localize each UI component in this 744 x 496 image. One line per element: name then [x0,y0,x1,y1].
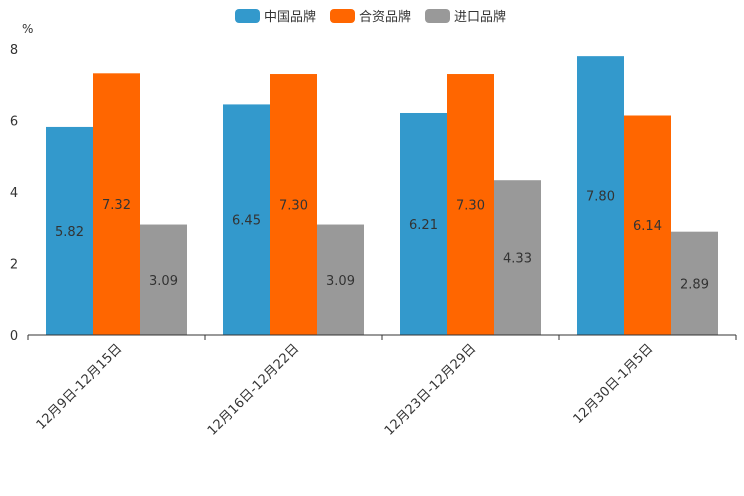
bar[interactable] [494,180,541,335]
bar[interactable] [400,112,447,336]
bar[interactable] [270,74,317,336]
x-category-label: 12月9日-12月15日 [34,341,126,433]
bar[interactable] [223,104,270,335]
data-label: 4.33 [503,252,532,267]
data-label: 6.21 [409,218,438,233]
legend-label[interactable]: 中国品牌 [264,9,316,25]
legend-swatch[interactable] [235,9,260,23]
x-category-label: 12月30日-1月5日 [571,341,657,427]
bar[interactable] [140,224,187,335]
y-tick-label: 8 [10,43,18,58]
legend-label[interactable]: 进口品牌 [454,9,506,25]
y-tick-label: 4 [10,186,18,201]
y-axis-unit: % [22,22,33,36]
bar[interactable] [317,224,364,335]
data-label: 7.80 [586,190,615,205]
bar[interactable] [46,126,93,335]
legend-swatch[interactable] [425,9,450,23]
bar[interactable] [93,73,140,335]
bars: 5.82 7.32 3.09 6.45 7.30 3.09 6.21 7.30 4.33 7.80… [46,56,718,336]
data-label: 6.14 [633,219,662,234]
data-label: 7.30 [279,199,308,214]
data-label: 5.82 [55,225,84,240]
bar[interactable] [671,231,718,335]
y-tick-label: 2 [10,258,18,273]
legend-label[interactable]: 合资品牌 [359,9,411,25]
y-tick-label: 0 [10,329,18,344]
data-label: 7.32 [102,198,131,213]
bar[interactable] [447,74,494,336]
legend-swatch[interactable] [330,9,355,23]
data-label: 6.45 [232,214,261,229]
y-tick-label: 6 [10,115,18,130]
data-label: 2.89 [680,277,709,292]
legend: 中国品牌 合资品牌 进口品牌 [235,9,506,25]
bar[interactable] [624,115,671,336]
bar[interactable] [577,56,624,336]
data-label: 3.09 [149,274,178,289]
data-label: 7.30 [456,199,485,214]
x-axis: 12月9日-12月15日 12月16日-12月22日 12月23日-12月29日 12… [27,334,737,439]
x-category-label: 12月23日-12月29日 [382,341,479,438]
y-axis-ticks: 0 2 4 6 8 [10,43,18,344]
data-label: 3.09 [326,274,355,289]
x-category-label: 12月16日-12月22日 [205,341,302,438]
